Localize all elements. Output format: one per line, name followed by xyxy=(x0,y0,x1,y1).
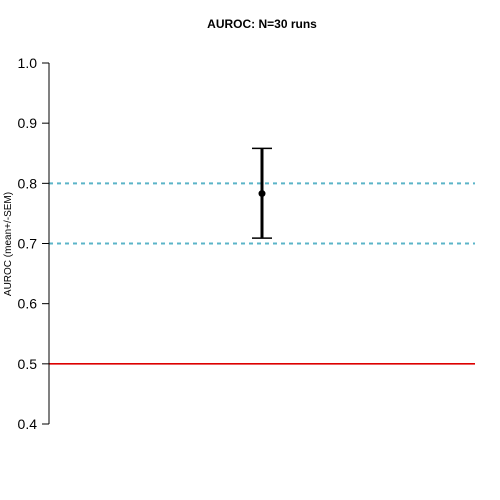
y-tick-label-1.0: 1.0 xyxy=(18,55,38,71)
y-axis: 0.4 0.5 0.6 0.7 0.8 0.9 1.0 xyxy=(18,55,50,432)
y-tick-label-0.6: 0.6 xyxy=(18,296,38,312)
y-tick-label-0.8: 0.8 xyxy=(18,175,38,191)
reference-lines xyxy=(49,182,475,365)
y-tick-label-0.4: 0.4 xyxy=(18,416,38,432)
y-axis-label: AUROC (mean+/-SEM) xyxy=(3,192,14,296)
data-marks xyxy=(252,147,272,239)
y-tick-label-0.7: 0.7 xyxy=(18,236,38,252)
y-tick-label-0.9: 0.9 xyxy=(18,115,38,131)
y-tick-label-0.5: 0.5 xyxy=(18,356,38,372)
mean-point-0 xyxy=(258,190,266,198)
chart-title: AUROC: N=30 runs xyxy=(207,17,317,31)
